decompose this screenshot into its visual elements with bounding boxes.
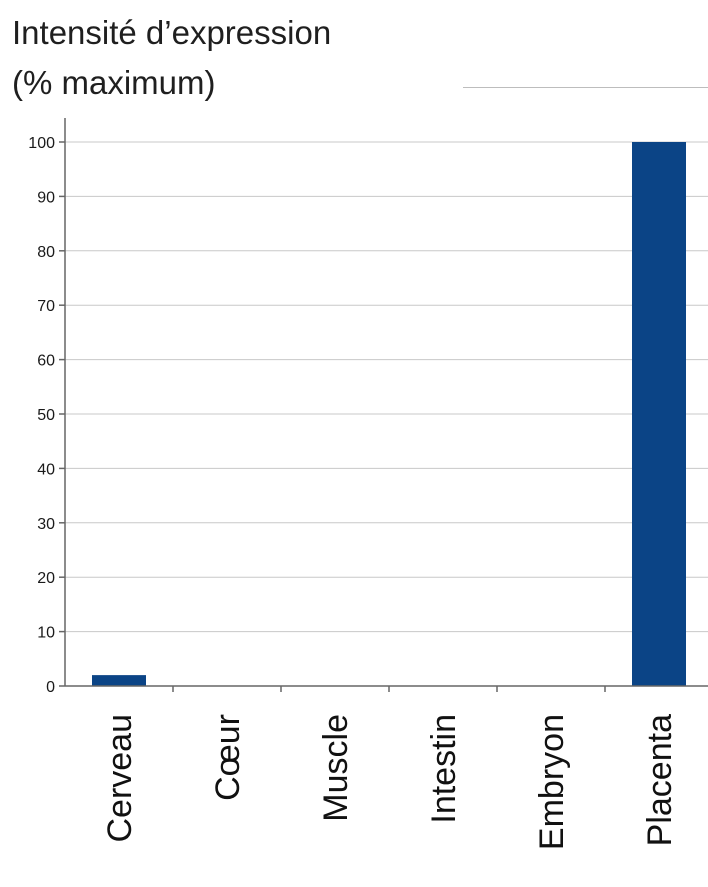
y-tick-label-30: 30 <box>37 516 55 533</box>
y-tick-label-10: 10 <box>37 625 55 642</box>
axes <box>59 118 708 692</box>
y-tick-label-90: 90 <box>37 189 55 206</box>
x-tick-label-embryon: Embryon <box>533 714 571 850</box>
legend-line <box>463 87 708 88</box>
chart-title: Intensité d’expression (% maximum) <box>12 14 332 101</box>
y-tick-label-70: 70 <box>37 298 55 315</box>
x-tick-label-intestin: Intestin <box>425 714 463 824</box>
x-tick-label-cerveau: Cerveau <box>101 714 139 843</box>
x-tick-label-cœur: Cœur <box>209 714 247 801</box>
bars <box>92 142 686 686</box>
axis-labels: 0 10 20 30 40 50 60 70 80 90 100 Cerveau Cœur Muscle I… <box>28 135 679 850</box>
x-tick-label-placenta: Placenta <box>641 714 679 846</box>
y-tick-label-80: 80 <box>37 244 55 261</box>
x-tick-label-muscle: Muscle <box>317 714 355 822</box>
y-tick-label-50: 50 <box>37 407 55 424</box>
y-tick-label-60: 60 <box>37 353 55 370</box>
y-tick-label-0: 0 <box>46 679 55 696</box>
y-tick-label-40: 40 <box>37 461 55 478</box>
bar-placenta <box>632 142 686 686</box>
grid-lines <box>65 141 708 633</box>
y-tick-label-100: 100 <box>28 135 55 152</box>
y-tick-label-20: 20 <box>37 570 55 587</box>
bar-cerveau <box>92 675 146 686</box>
